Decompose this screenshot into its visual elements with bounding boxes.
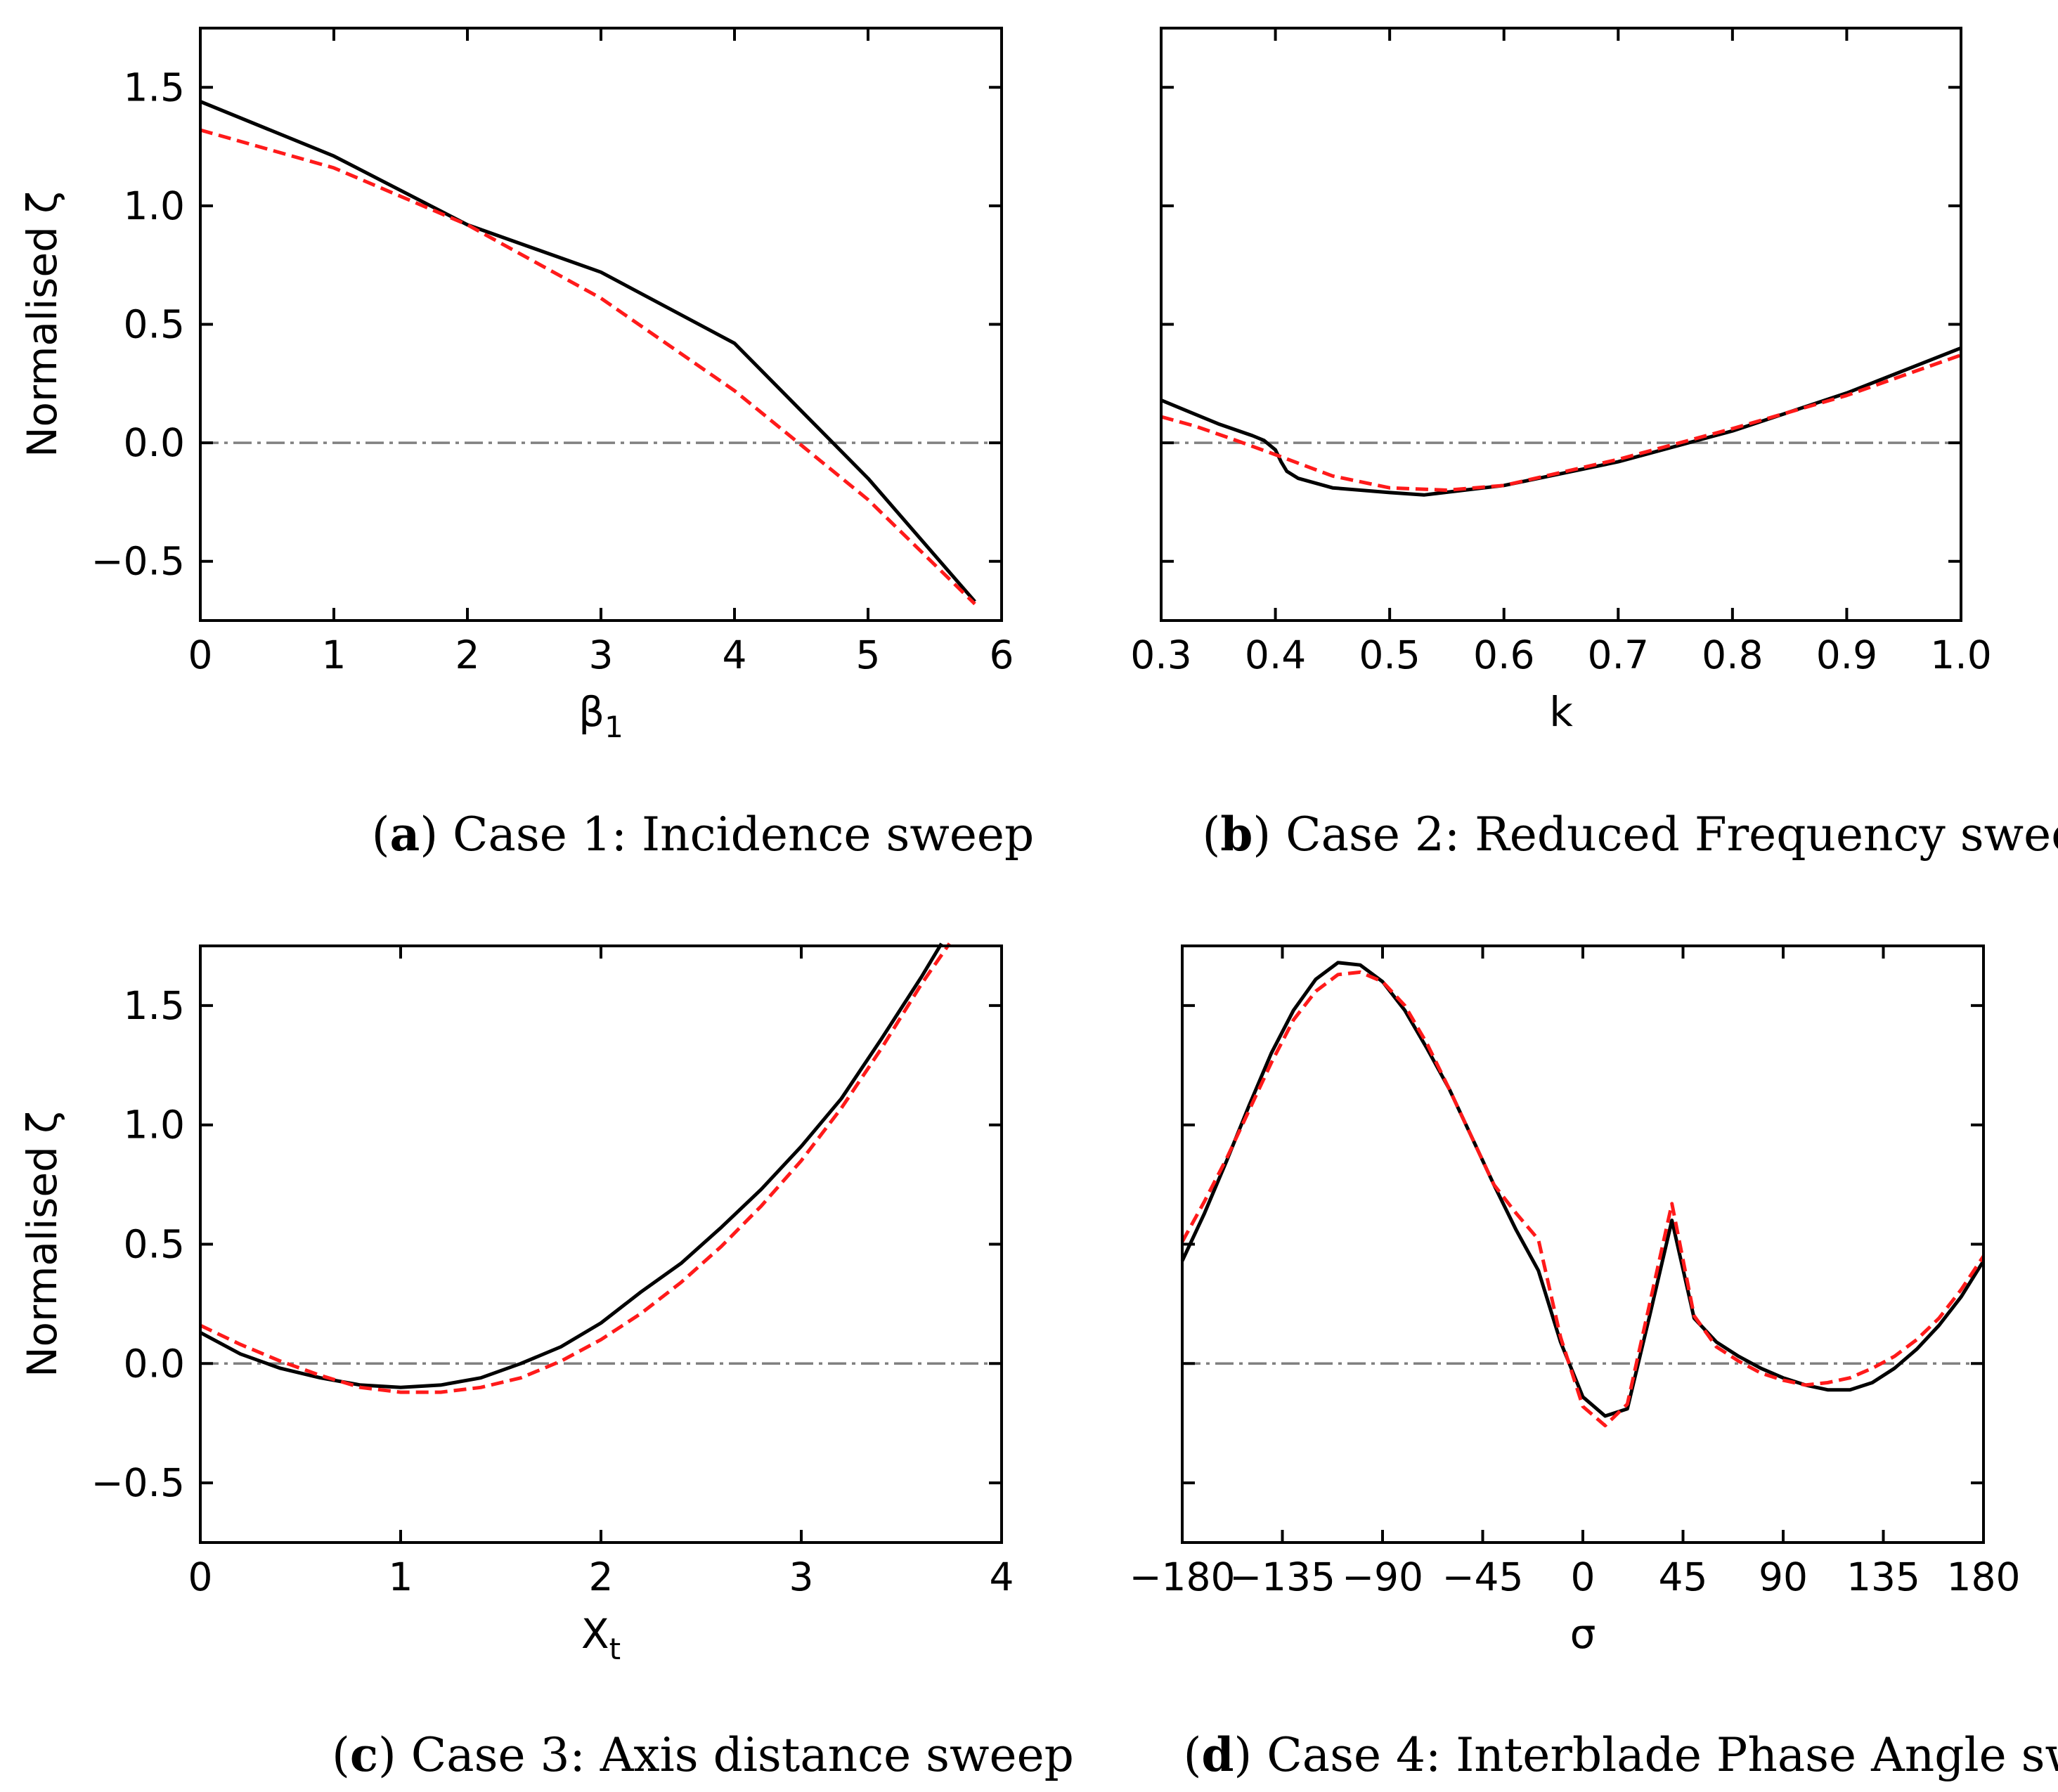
plot-frame (199, 27, 1003, 622)
x-axis-label-subscript: 1 (604, 710, 623, 744)
panel-caption-letter: d (1201, 1727, 1234, 1782)
x-tick-label: 0 (188, 1554, 213, 1599)
y-tick-label: 0.0 (124, 1341, 185, 1386)
x-tick-label: 180 (1947, 1554, 2021, 1599)
panel-c: 0 1 2 3 4 −0.5 0.0 0.5 1.0 1.5 Xt Normalised ζ (c) C… (18, 942, 1074, 1782)
x-tick-label: −135 (1229, 1554, 1335, 1599)
series-model-line (200, 128, 976, 606)
x-tick-label: 0 (188, 632, 213, 677)
series-model-line (1180, 970, 1986, 1428)
x-tick-label: 0.5 (1359, 632, 1420, 677)
series-reference-line (1180, 961, 1986, 1418)
x-tick-label: 45 (1659, 1554, 1708, 1599)
y-tick-label: 1.0 (124, 183, 185, 228)
x-tick-label: 6 (990, 632, 1014, 677)
x-tick-label: 2 (455, 632, 480, 677)
x-tick-label: 1 (322, 632, 347, 677)
plot-frame (1160, 27, 1962, 622)
series-reference-line (1160, 346, 1962, 497)
plot-frame (199, 944, 1003, 1544)
x-tick-label: 3 (589, 632, 614, 677)
panel-d: −180−135 −90 −45 0 45 90 135 180 σ (d) Case 4: In… (1129, 944, 2058, 1782)
x-axis-label-main: X (581, 1610, 609, 1658)
x-axis-label: k (1549, 688, 1573, 736)
panel-caption: (a) Case 1: Incidence sweep (372, 807, 1034, 862)
x-tick-label: 1.0 (1930, 632, 1991, 677)
x-tick-label: −180 (1129, 1554, 1235, 1599)
x-axis-label: β1 (578, 688, 623, 744)
x-tick-label: 2 (589, 1554, 614, 1599)
x-tick-label: 4 (723, 632, 747, 677)
series-reference-line (200, 100, 976, 603)
x-tick-label: −45 (1442, 1554, 1523, 1599)
panel-caption: (d) Case 4: Interblade Phase Angle sweep (1184, 1727, 2058, 1782)
x-tick-label: 0.3 (1130, 632, 1191, 677)
x-tick-label: 1 (389, 1554, 413, 1599)
panel-caption-text: Case 3: Axis distance sweep (396, 1728, 1074, 1782)
panel-caption: (b) Case 2: Reduced Frequency sweep (1202, 807, 2058, 862)
x-tick-label: −90 (1342, 1554, 1423, 1599)
panel-caption-letter: b (1220, 807, 1253, 862)
panel-b: 0.3 0.4 0.5 0.6 0.7 0.8 0.9 1.0 k (b) Case 2: Red… (1130, 27, 2058, 862)
x-axis-label-subscript: t (609, 1632, 621, 1666)
x-tick-label: 0.7 (1588, 632, 1649, 677)
x-tick-label: 0.8 (1702, 632, 1763, 677)
x-tick-label: 0.9 (1816, 632, 1877, 677)
x-axis-label: σ (1570, 1610, 1596, 1658)
y-tick-label: 0.0 (124, 420, 185, 465)
panel-caption-letter: c (350, 1727, 378, 1782)
y-axis-label: Normalised ζ (18, 1111, 66, 1377)
panel-caption-letter: a (390, 807, 420, 862)
x-tick-label: 90 (1759, 1554, 1808, 1599)
x-tick-label: 3 (789, 1554, 814, 1599)
x-axis-label: Xt (581, 1610, 621, 1666)
series-model-line (199, 942, 951, 1394)
y-tick-label: 1.5 (124, 65, 185, 110)
x-tick-label: 5 (856, 632, 881, 677)
x-axis-label-main: β (578, 688, 604, 736)
series-model-line (1160, 353, 1962, 492)
y-tick-label: 1.0 (124, 1103, 185, 1148)
x-tick-label: 0.4 (1245, 632, 1306, 677)
y-tick-label: 1.5 (124, 983, 185, 1028)
panel-caption-text: Case 1: Incidence sweep (438, 807, 1034, 862)
plot-frame (1181, 944, 1985, 1544)
panel-caption-text: Case 2: Reduced Frequency sweep (1271, 807, 2058, 862)
y-axis-label: Normalised ζ (18, 191, 66, 457)
x-tick-label: 4 (990, 1554, 1014, 1599)
panel-caption-text: Case 4: Interblade Phase Angle sweep (1252, 1728, 2058, 1782)
y-tick-label: 0.5 (124, 1222, 185, 1267)
x-tick-label: 135 (1846, 1554, 1920, 1599)
series-reference-line (199, 942, 943, 1389)
x-tick-label: 0 (1571, 1554, 1596, 1599)
y-tick-label: 0.5 (124, 302, 185, 347)
y-tick-label: −0.5 (91, 539, 185, 584)
x-tick-label: 0.6 (1473, 632, 1534, 677)
panel-caption: (c) Case 3: Axis distance sweep (332, 1727, 1074, 1782)
y-tick-label: −0.5 (91, 1460, 185, 1505)
